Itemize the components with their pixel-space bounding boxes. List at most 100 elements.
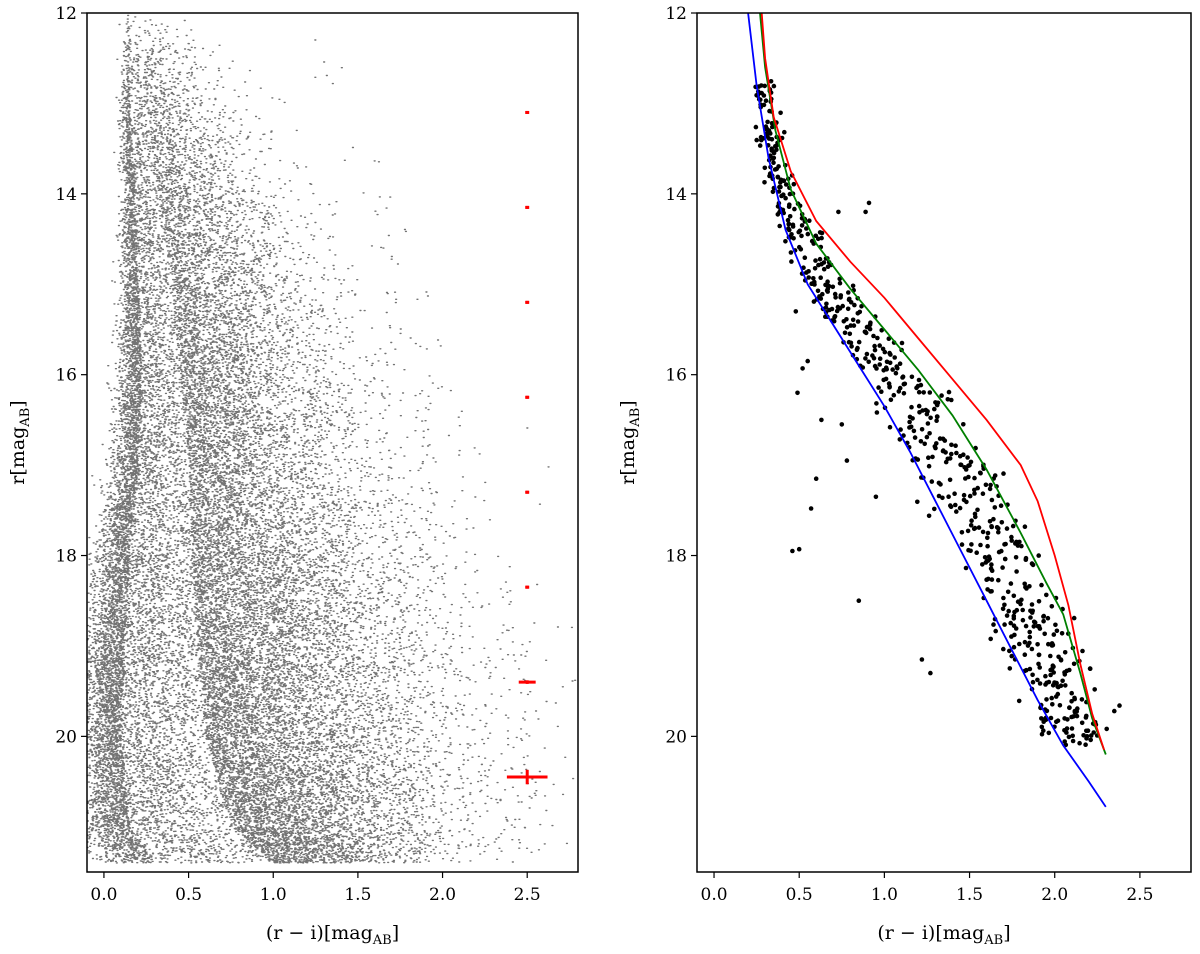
member-star-point [819,230,825,236]
member-star-point [1046,641,1051,647]
member-star-point [1049,695,1054,701]
member-star-point [1069,714,1074,720]
member-star-point [972,487,977,493]
member-star-point [987,486,993,492]
member-star-point [1036,652,1042,658]
member-star-point [848,323,853,328]
member-star-point [1009,538,1014,543]
member-star-point [989,562,994,567]
member-star-point [783,195,788,201]
member-star-point [891,392,897,398]
member-star-point [1036,553,1041,558]
member-star-point [1081,733,1086,738]
member-star-point [909,404,914,410]
right-isochrone-lines [747,12,1107,808]
member-star-point [1019,543,1024,549]
member-star-point [1020,617,1026,623]
member-star-point [910,416,915,421]
member-star-point [884,359,890,365]
member-star-point [961,422,966,427]
member-star-point [1056,684,1061,690]
member-star-point [845,306,851,312]
member-star-point [771,155,777,161]
member-star-point [1027,640,1032,646]
member-star-point [898,427,903,432]
member-star-point [1055,718,1061,723]
member-star-point [1001,595,1006,601]
member-star-point [1071,615,1077,621]
member-star-point [1030,679,1036,685]
member-star-point [963,467,969,472]
member-star-point [1000,606,1006,612]
member-star-point [768,131,773,136]
member-star-point [915,499,920,505]
member-star-point [1056,654,1061,660]
member-star-point [1011,613,1017,619]
member-star-point [1014,569,1019,574]
member-star-point [871,333,876,339]
member-star-point [851,323,857,328]
member-star-point [980,562,985,567]
member-star-point [992,505,998,510]
member-star-point [888,397,894,403]
member-star-point [819,235,824,241]
member-star-point [1009,634,1014,639]
member-star-point [969,542,974,547]
member-star-point [927,431,932,436]
member-star-point [1043,673,1048,679]
member-star-point [1027,584,1032,589]
member-star-point [847,296,852,302]
member-star-point [856,339,862,345]
member-star-point [921,390,926,395]
member-star-point [1071,661,1077,667]
member-star-point [799,223,805,228]
member-star-point [1011,644,1017,650]
member-star-point [928,415,933,421]
member-star-point [877,356,883,362]
member-star-point [984,558,990,564]
member-star-point [791,181,797,187]
member-star-point [830,284,836,290]
member-star-point [774,143,779,148]
member-star-point [932,444,938,449]
member-star-point [855,319,861,324]
outlier-star-point [844,458,850,463]
member-star-point [923,407,929,413]
member-star-point [1092,687,1097,692]
member-star-point [926,513,932,519]
member-star-point [876,385,881,390]
member-star-point [1062,650,1068,655]
isochrone-line-red [760,12,1105,751]
member-star-point [791,236,796,241]
left-xtick-label: 2.5 [514,885,541,905]
member-star-point [1011,593,1017,599]
member-star-point [789,259,794,264]
left-plot-frame [86,12,579,873]
member-star-point [1070,733,1075,739]
member-star-point [973,514,978,520]
member-star-point [807,218,812,223]
member-star-point [1000,565,1005,570]
member-star-point [890,367,895,372]
member-star-point [987,519,993,524]
member-star-point [934,414,940,419]
member-star-point [998,503,1004,509]
member-star-point [1052,680,1057,685]
member-star-point [786,204,792,209]
right-xtick-label: 1.5 [956,885,983,905]
member-star-point [848,340,854,346]
member-star-point [768,79,774,84]
member-star-point [854,347,860,353]
member-star-point [785,217,791,223]
member-star-point [887,424,893,430]
member-star-point [949,451,954,457]
isochrone-line-green [759,12,1107,755]
member-star-point [1070,738,1076,744]
member-star-point [1037,681,1043,686]
member-star-point [1074,713,1080,719]
member-star-point [1088,737,1093,743]
member-star-point [1027,629,1032,635]
member-star-point [844,325,850,330]
member-star-point [880,346,886,352]
member-star-point [1060,678,1065,684]
